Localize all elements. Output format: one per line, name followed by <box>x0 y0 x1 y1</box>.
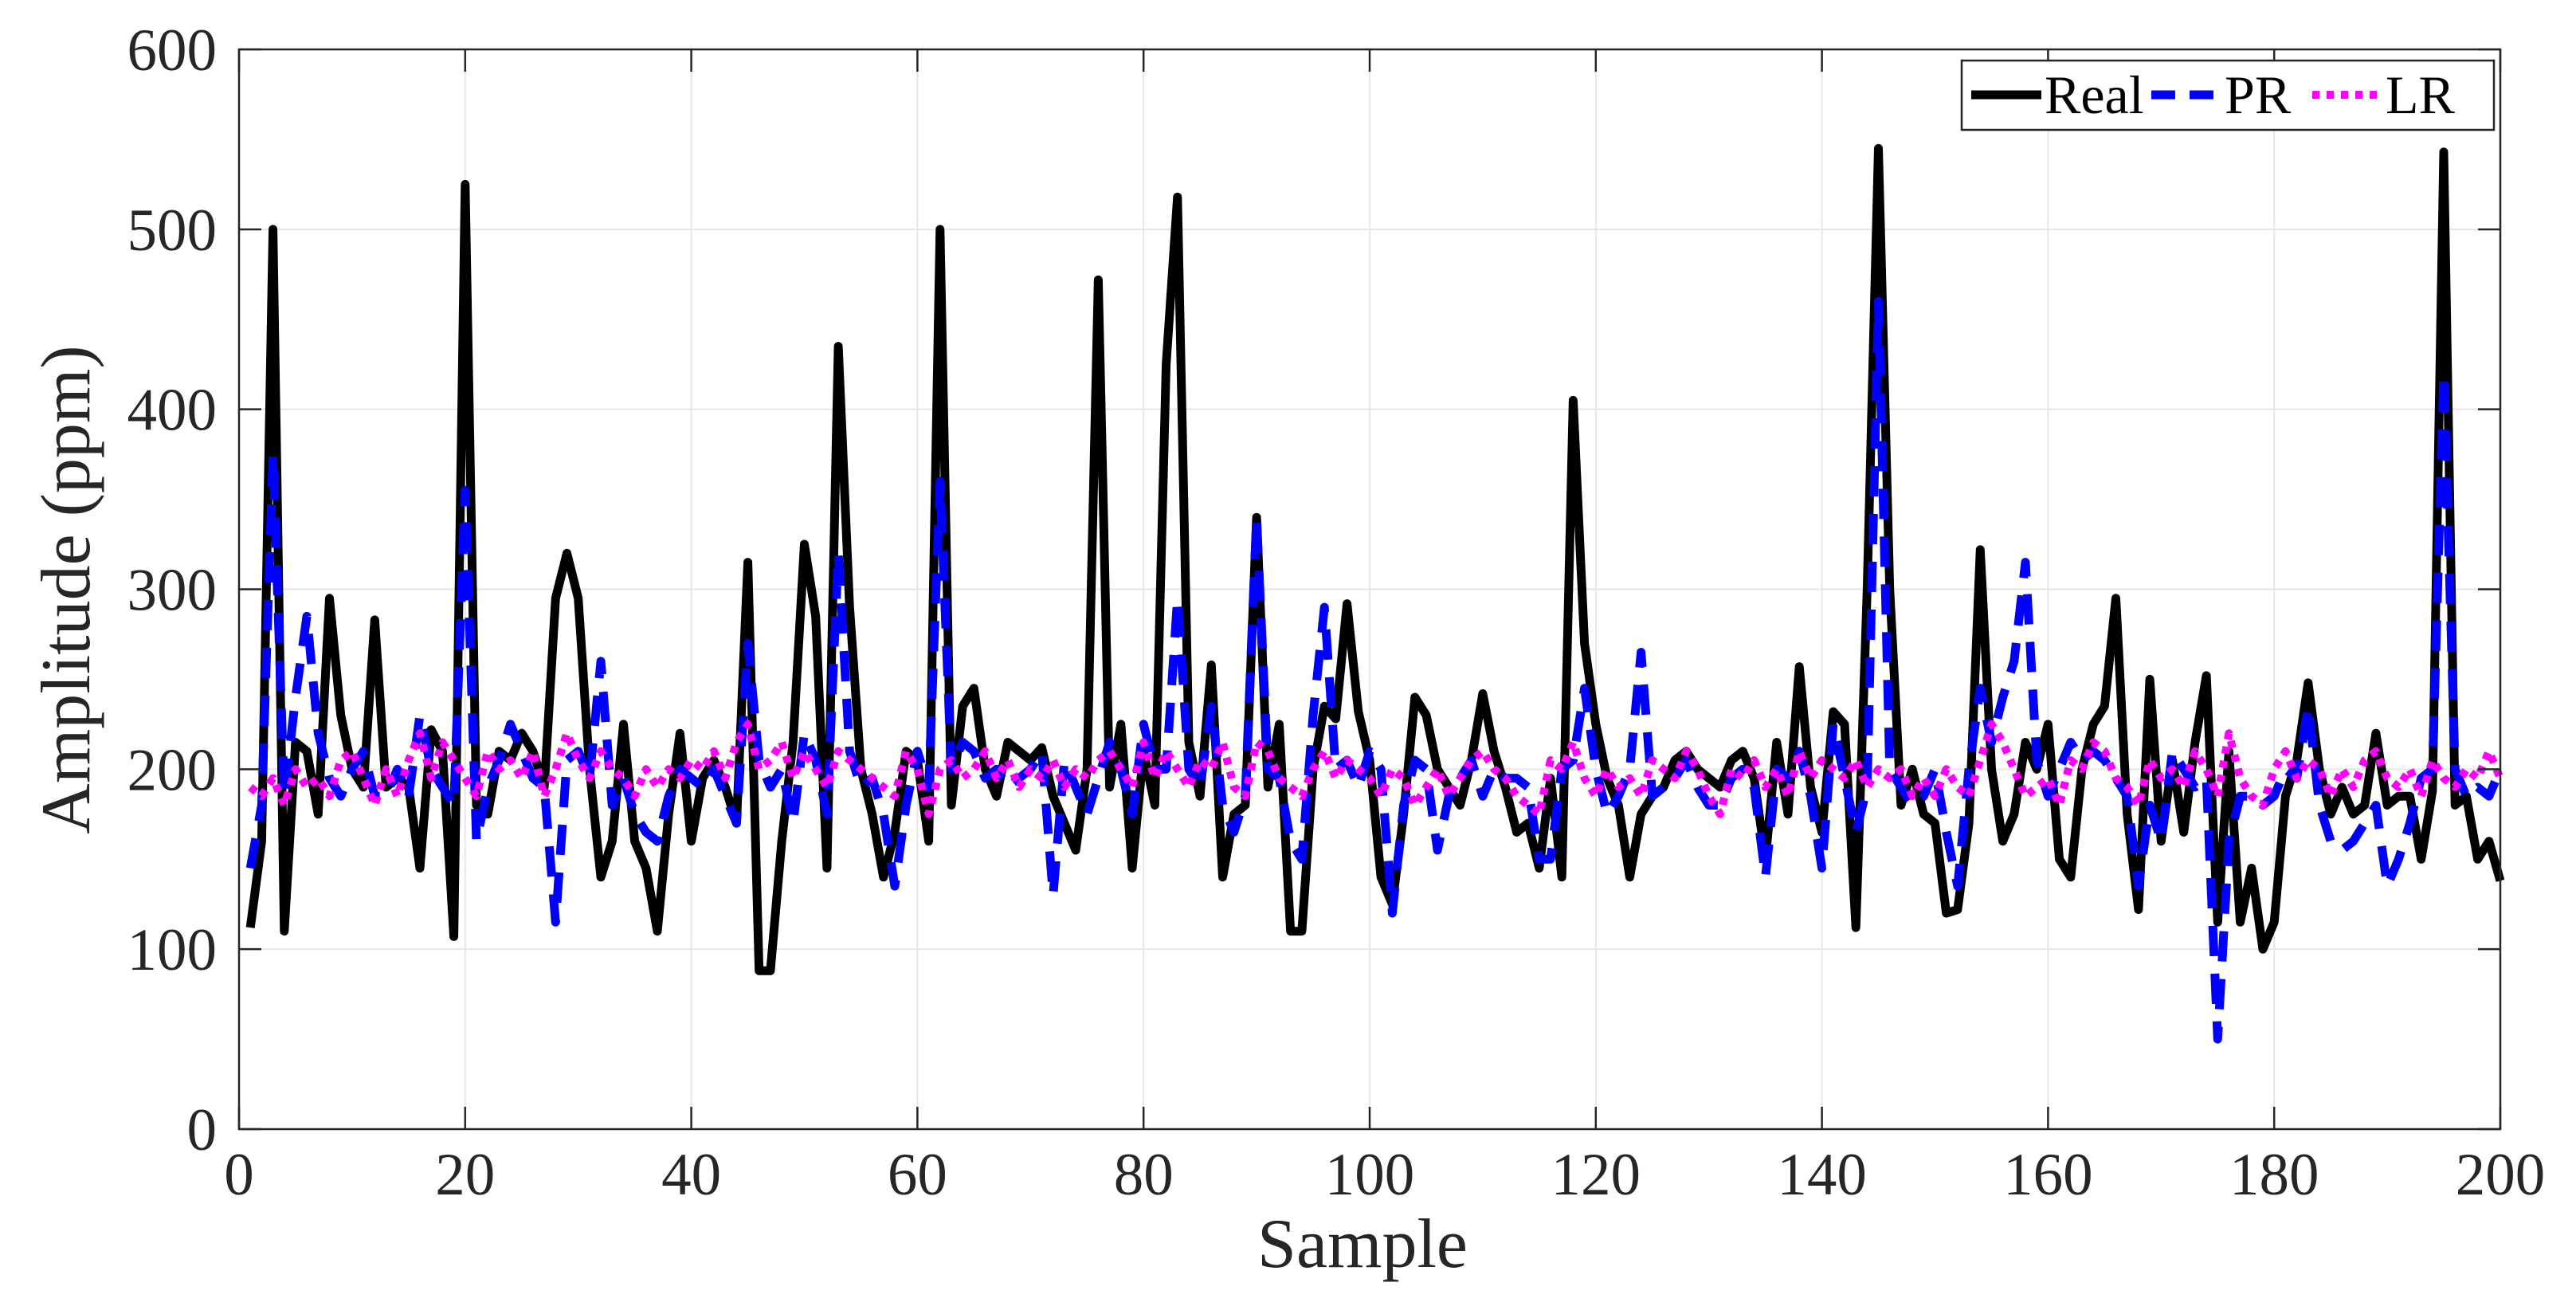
series-real <box>245 143 2505 975</box>
legend-box <box>1960 59 2496 131</box>
x-tick-label: 80 <box>1114 1142 1174 1208</box>
x-tick-label: 60 <box>888 1142 947 1208</box>
x-tick-label: 140 <box>1777 1142 1867 1208</box>
legend-label-real: Real <box>2045 65 2144 125</box>
y-tick-label: 0 <box>187 1097 218 1163</box>
x-tick-labels: 0 20 40 60 80 100 120 140 160 180 200 <box>224 1142 2545 1208</box>
x-tick-label: 40 <box>661 1142 721 1208</box>
x-tick-label: 20 <box>435 1142 495 1208</box>
x-tick-label: 0 <box>224 1142 254 1208</box>
series-line-real <box>245 143 2505 975</box>
y-tick-label: 100 <box>127 917 218 983</box>
series-lines <box>245 143 2505 1044</box>
y-tick-label: 500 <box>127 198 218 264</box>
x-axis-title: Sample <box>1257 1206 1468 1283</box>
y-tick-label: 200 <box>127 737 218 803</box>
legend-label-pr: PR <box>2225 65 2292 125</box>
y-axis-title: Amplitude (ppm) <box>28 345 105 833</box>
x-tick-label: 100 <box>1325 1142 1415 1208</box>
y-tick-label: 300 <box>127 558 218 624</box>
y-tick-label: 400 <box>127 378 218 444</box>
x-tick-label: 180 <box>2229 1142 2319 1208</box>
x-tick-label: 120 <box>1551 1142 1641 1208</box>
legend: Real PR LR <box>1960 59 2496 131</box>
x-tick-label: 160 <box>2003 1142 2093 1208</box>
y-tick-labels: 0 100 200 300 400 500 600 <box>127 18 218 1163</box>
legend-label-lr: LR <box>2386 65 2456 125</box>
x-tick-label: 200 <box>2456 1142 2546 1208</box>
y-tick-label: 600 <box>127 18 218 84</box>
